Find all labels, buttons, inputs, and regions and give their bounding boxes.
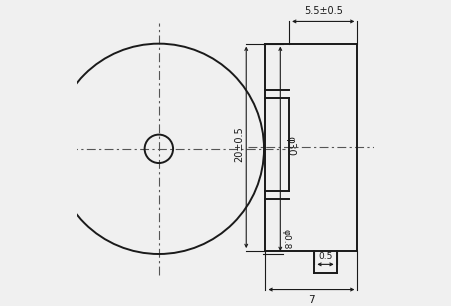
Text: 20±0.5: 20±0.5 [234,126,244,162]
Text: 7: 7 [308,295,315,305]
Text: 0.5: 0.5 [318,252,333,260]
Text: φ0.8: φ0.8 [282,229,291,249]
Text: 5.5±0.5: 5.5±0.5 [304,6,343,16]
Text: φ30: φ30 [285,136,296,156]
